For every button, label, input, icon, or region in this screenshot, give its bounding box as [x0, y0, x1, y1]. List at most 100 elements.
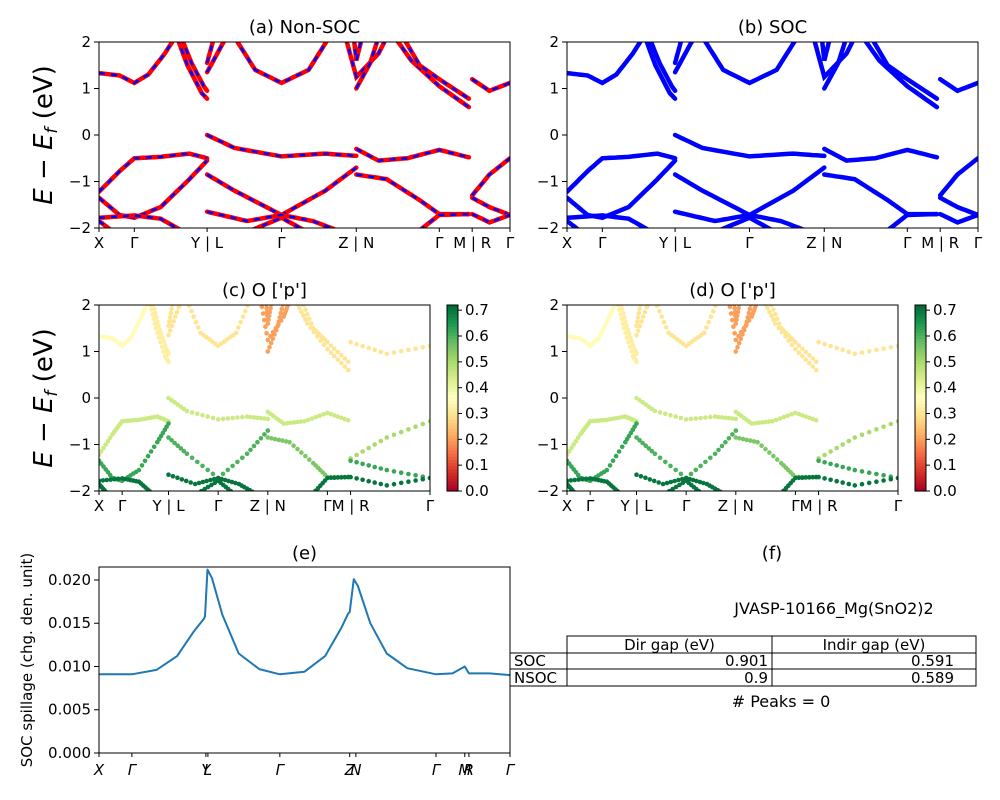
- projected-point: [339, 415, 344, 421]
- ytick-label: 2: [549, 33, 559, 51]
- projected-point: [840, 480, 845, 485]
- projected-point: [339, 352, 344, 358]
- projected-point: [846, 466, 852, 471]
- projected-point: [406, 471, 411, 477]
- projected-point: [874, 427, 879, 432]
- projected-point: [822, 341, 827, 347]
- colorbar-segment: [915, 407, 926, 411]
- projected-point: [155, 319, 160, 325]
- xtick-label: M | R: [800, 497, 838, 515]
- projected-point: [634, 421, 639, 426]
- projected-point: [240, 455, 245, 461]
- projected-point: [420, 476, 426, 482]
- colorbar-segment: [915, 323, 926, 328]
- projected-point: [184, 408, 190, 414]
- projected-point: [859, 432, 865, 438]
- projected-point: [148, 449, 154, 454]
- projected-point: [642, 309, 648, 315]
- projected-point: [657, 410, 663, 415]
- colorbar-segment: [447, 354, 458, 359]
- xtick-label: Γ: [586, 497, 595, 515]
- projected-point: [169, 306, 174, 312]
- colorbar-segment: [915, 435, 926, 439]
- colorbar-segment: [915, 348, 926, 353]
- projected-point: [235, 415, 240, 420]
- colorbar-segment: [915, 388, 926, 393]
- projected-point: [881, 346, 886, 351]
- projected-point: [171, 319, 176, 324]
- projected-point: [372, 464, 378, 470]
- colorbar-tick-label: 0.6: [933, 327, 957, 345]
- band-line-soc: [937, 156, 978, 198]
- projected-point: [634, 332, 639, 338]
- panel-c-ylabel: E − Ef (eV): [29, 328, 62, 468]
- xtick-label: Y | L: [151, 497, 185, 515]
- projected-point: [732, 305, 737, 311]
- projected-point: [134, 324, 139, 330]
- projected-point: [305, 321, 310, 326]
- projected-point: [602, 324, 607, 330]
- colorbar-segment: [915, 332, 926, 337]
- projected-point: [178, 300, 183, 305]
- colorbar-segment: [915, 305, 926, 309]
- colorbar-tick-label: 0.2: [465, 430, 489, 448]
- projected-point: [775, 457, 780, 462]
- xtick-label: Γ: [506, 761, 516, 779]
- colorbar-segment: [915, 484, 926, 489]
- projected-point: [345, 359, 351, 365]
- projected-point: [172, 440, 177, 446]
- projected-point: [719, 443, 725, 449]
- panel-b-soc: (b) SOC 2 1 0 −1 −2X Γ Y | L Γ Z | N Γ M | R Γ: [537, 17, 983, 252]
- projected-point: [656, 480, 661, 485]
- projected-point: [161, 339, 167, 344]
- ytick-label: −2: [69, 219, 91, 237]
- projected-point: [191, 314, 196, 319]
- ytick-label: 1: [549, 80, 559, 98]
- projected-point: [219, 476, 224, 482]
- projected-point: [810, 364, 816, 369]
- projected-point: [112, 476, 117, 482]
- projected-point: [733, 428, 739, 433]
- projected-point: [240, 314, 246, 319]
- projected-point: [763, 305, 768, 307]
- projected-point: [272, 436, 278, 442]
- projected-point: [767, 450, 772, 455]
- band-line-soc: [644, 42, 678, 101]
- projected-point: [866, 470, 872, 476]
- band-line-nonsoc: [469, 76, 510, 94]
- projected-point: [767, 309, 772, 315]
- colorbar-segment: [447, 317, 458, 322]
- ytick-label: 0: [81, 389, 91, 407]
- colorbar-segment: [915, 373, 926, 377]
- projected-point: [259, 305, 265, 310]
- projected-point: [196, 491, 201, 496]
- projected-point: [822, 452, 827, 458]
- table-cell-indir-gap: 0.591: [911, 652, 954, 670]
- projected-point: [264, 331, 269, 336]
- projected-point: [693, 467, 699, 473]
- projected-point: [859, 469, 865, 474]
- xtick-label: Γ: [323, 497, 332, 515]
- projected-point: [598, 331, 604, 337]
- projected-point: [813, 359, 819, 365]
- projected-point: [613, 453, 619, 459]
- projected-point: [730, 432, 735, 437]
- band-line-nonsoc-dash: [177, 42, 208, 100]
- projected-point: [162, 343, 168, 348]
- colorbar-tick-label: 0.7: [933, 301, 957, 319]
- projected-point: [170, 474, 176, 479]
- projected-point: [813, 367, 819, 373]
- band-line-soc: [567, 158, 678, 221]
- projected-point: [378, 481, 384, 487]
- panel-f-title: (f): [762, 543, 782, 564]
- projected-point: [796, 350, 802, 356]
- projected-point: [205, 467, 210, 473]
- projected-point: [210, 415, 216, 421]
- projected-point: [712, 451, 718, 457]
- projected-point: [680, 480, 686, 486]
- colorbar-segment: [915, 441, 926, 446]
- projected-point: [777, 416, 783, 421]
- ytick-label: 0: [549, 126, 559, 144]
- projected-point: [167, 319, 172, 325]
- projected-point: [828, 461, 833, 467]
